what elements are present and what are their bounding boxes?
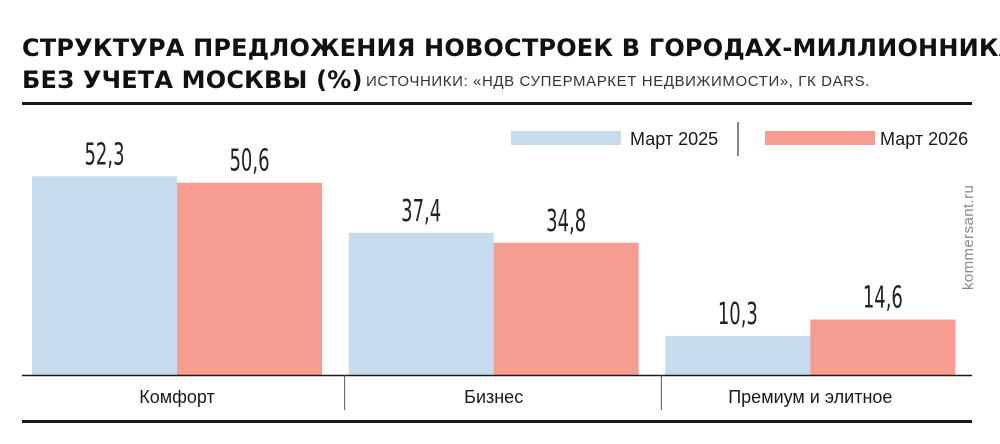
- legend-item: Март 2025: [511, 129, 718, 149]
- bar: [177, 182, 322, 375]
- legend-swatch: [765, 131, 875, 145]
- data-label: 37,4: [401, 194, 441, 229]
- bar: [32, 176, 177, 375]
- bar: [810, 319, 956, 375]
- category-label: Премиум и элитное: [728, 387, 892, 407]
- data-label: 10,3: [718, 297, 758, 332]
- data-label: 52,3: [85, 137, 125, 172]
- bars: 52,3 50,6 37,4 34,8 10,3 14,6: [32, 137, 956, 375]
- x-axis: Комфорт Бизнес Премиум и элитное: [22, 374, 972, 410]
- legend-label: Март 2025: [630, 129, 718, 149]
- data-label: 34,8: [546, 204, 586, 239]
- watermark: kommersant.ru: [960, 184, 977, 290]
- bar: [348, 232, 494, 375]
- data-label: 50,6: [230, 144, 270, 179]
- chart-title: СТРУКТУРА ПРЕДЛОЖЕНИЯ НОВОСТРОЕК В ГОРОД…: [22, 32, 1000, 96]
- source-note: ИСТОЧНИКИ: «НДВ СУПЕРМАРКЕТ НЕДВИЖИМОСТИ…: [366, 73, 870, 90]
- bottom-rule: [22, 420, 972, 423]
- bar: [493, 242, 639, 375]
- bar-group: 37,4 34,8: [348, 194, 639, 375]
- bar-group: 52,3 50,6: [32, 137, 322, 375]
- bar: [665, 335, 811, 375]
- legend-swatch: [511, 131, 621, 145]
- category-label: Комфорт: [139, 387, 215, 407]
- legend-item: Март 2026: [765, 129, 968, 149]
- top-rule: [22, 102, 972, 105]
- data-label: 14,6: [863, 281, 903, 316]
- legend-label: Март 2026: [880, 129, 968, 149]
- bar-group: 10,3 14,6: [665, 281, 956, 375]
- chart-title-line-2: БЕЗ УЧЕТА МОСКВЫ (%): [22, 66, 363, 94]
- legend: Март 2025 Март 2026: [511, 122, 968, 156]
- category-label: Бизнес: [464, 387, 523, 407]
- chart-title-line-1: СТРУКТУРА ПРЕДЛОЖЕНИЯ НОВОСТРОЕК В ГОРОД…: [22, 34, 1000, 62]
